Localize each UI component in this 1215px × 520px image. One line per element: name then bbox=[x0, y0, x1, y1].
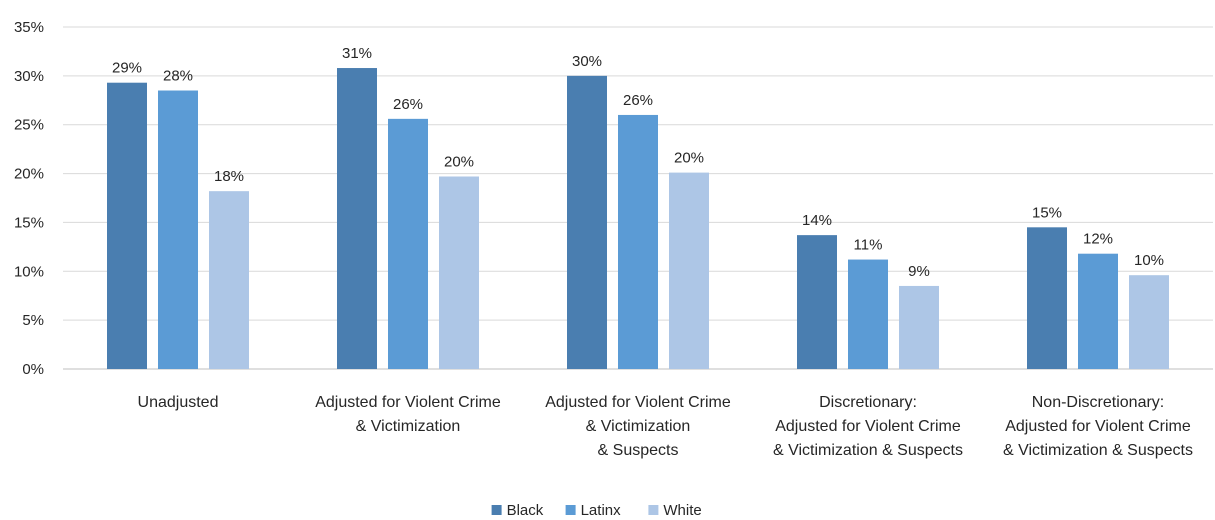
legend-swatch-black bbox=[491, 505, 502, 515]
legend-swatch-white bbox=[648, 505, 659, 515]
y-axis: 0% 5% 10% 15% 20% 25% 30% 35% bbox=[14, 19, 44, 378]
x-tick-label: Adjusted for Violent Crime bbox=[545, 394, 731, 411]
y-tick-label: 0% bbox=[22, 361, 44, 378]
y-tick-label: 20% bbox=[14, 166, 44, 183]
y-tick-label: 15% bbox=[14, 214, 44, 231]
data-label: 28% bbox=[163, 68, 193, 85]
bar-latinx bbox=[848, 259, 888, 369]
bar-latinx bbox=[388, 118, 428, 369]
legend-swatch-latinx bbox=[565, 505, 576, 515]
bar-black bbox=[567, 75, 607, 369]
x-tick-label: Non-Discretionary: bbox=[1032, 394, 1164, 411]
bar-white bbox=[899, 285, 939, 369]
y-tick-label: 30% bbox=[14, 68, 44, 85]
x-tick-label: Discretionary: bbox=[819, 394, 917, 411]
x-tick-label: Adjusted for Violent Crime bbox=[315, 394, 501, 411]
data-label: 20% bbox=[674, 150, 704, 167]
data-label: 11% bbox=[854, 237, 883, 254]
x-tick-label: & Victimization bbox=[356, 418, 461, 435]
data-label: 29% bbox=[112, 60, 142, 77]
x-tick-label: Adjusted for Violent Crime bbox=[1005, 418, 1191, 435]
bar-black bbox=[337, 68, 377, 369]
x-tick-label: & Suspects bbox=[598, 442, 679, 459]
data-label: 12% bbox=[1083, 231, 1113, 248]
y-tick-label: 25% bbox=[14, 117, 44, 134]
legend: Black Latinx White bbox=[491, 502, 702, 519]
bar-white bbox=[439, 176, 479, 369]
data-label: 26% bbox=[393, 96, 423, 113]
data-label: 18% bbox=[214, 168, 244, 185]
bar-latinx bbox=[1078, 253, 1118, 369]
data-label: 15% bbox=[1032, 204, 1062, 221]
bar-black bbox=[1027, 227, 1067, 369]
bar-latinx bbox=[158, 90, 198, 369]
bar-white bbox=[209, 191, 249, 369]
x-tick-label: & Victimization bbox=[586, 418, 691, 435]
y-tick-label: 10% bbox=[14, 263, 44, 280]
legend-label-black: Black bbox=[507, 502, 544, 519]
legend-label-white: White bbox=[663, 502, 701, 519]
data-label: 26% bbox=[623, 92, 653, 109]
data-label: 9% bbox=[908, 263, 930, 280]
bar-white bbox=[669, 172, 709, 369]
data-label: 14% bbox=[802, 212, 832, 229]
x-axis: Unadjusted Adjusted for Violent Crime & Vi… bbox=[138, 394, 1193, 459]
bar-black bbox=[107, 82, 147, 369]
data-label: 10% bbox=[1134, 252, 1164, 269]
x-tick-label: & Victimization & Suspects bbox=[1003, 442, 1193, 459]
bar-white bbox=[1129, 275, 1169, 369]
y-tick-label: 35% bbox=[14, 19, 44, 36]
bars: 29% 28% 18% 31% 26% 20% 30% 26% 20% 14% 11% 9% 15% 12… bbox=[107, 45, 1169, 369]
bar-black bbox=[797, 235, 837, 369]
legend-label-latinx: Latinx bbox=[581, 502, 622, 519]
y-tick-label: 5% bbox=[22, 312, 44, 329]
data-label: 31% bbox=[342, 45, 372, 62]
data-label: 30% bbox=[572, 53, 602, 70]
x-tick-label: Adjusted for Violent Crime bbox=[775, 418, 961, 435]
x-tick-label: & Victimization & Suspects bbox=[773, 442, 963, 459]
data-label: 20% bbox=[444, 154, 474, 171]
bar-latinx bbox=[618, 114, 658, 369]
x-tick-label: Unadjusted bbox=[138, 394, 219, 411]
